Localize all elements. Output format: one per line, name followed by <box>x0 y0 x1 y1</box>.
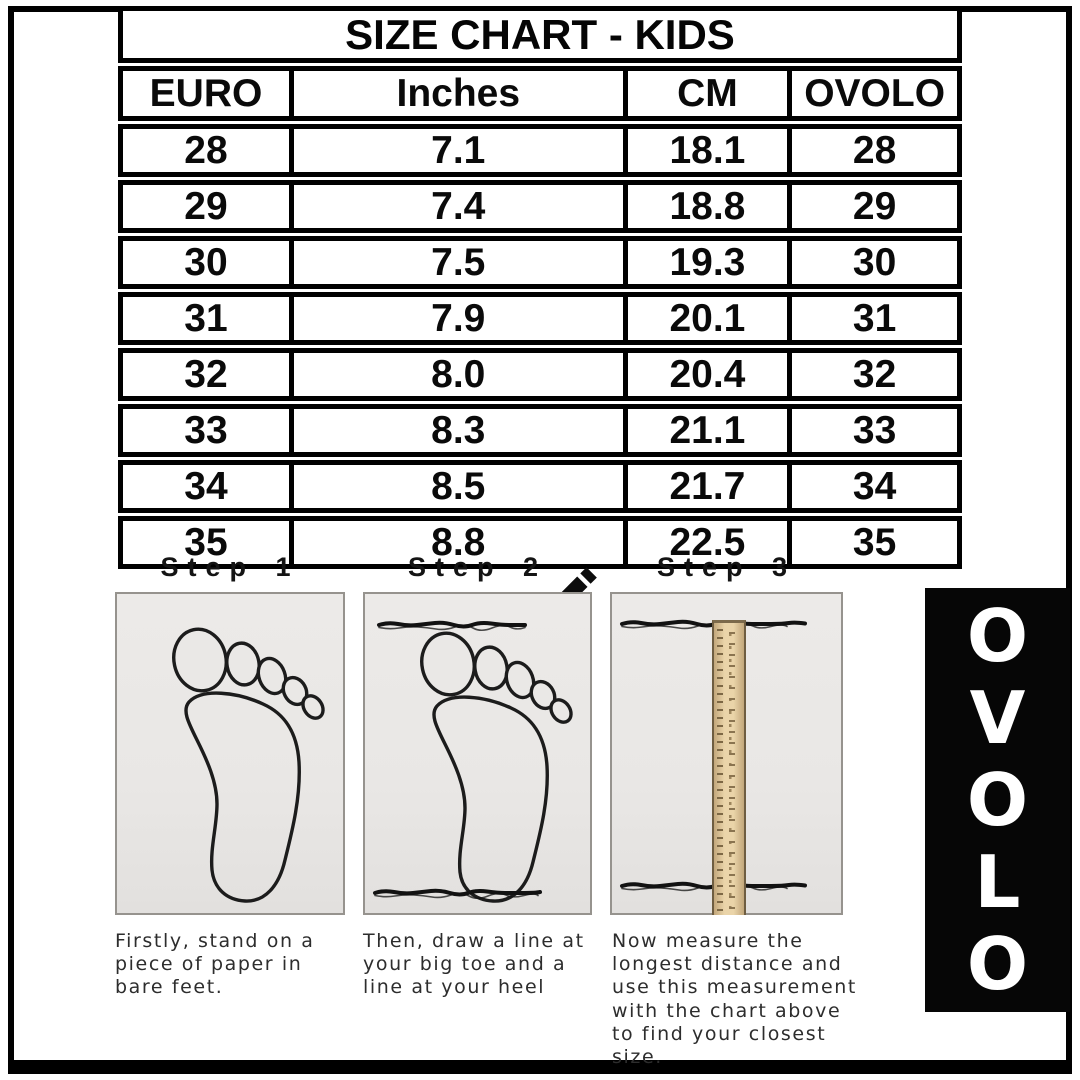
brand-letter: O <box>966 758 1029 842</box>
step-2-panel <box>363 592 592 915</box>
table-cell: 34 <box>123 465 294 508</box>
table-header-row: EURO Inches CM OVOLO <box>118 66 962 121</box>
step-3-label: Step 3 <box>656 552 797 582</box>
table-cell: 18.1 <box>628 129 793 172</box>
brand-letter: L <box>974 840 1021 924</box>
table-cell: 31 <box>123 297 294 340</box>
table-cell: 22.5 <box>628 521 793 564</box>
ruler-graphic <box>712 620 746 915</box>
table-cell: 34 <box>852 464 897 508</box>
column-header-ovolo: OVOLO <box>804 71 946 115</box>
table-cell: 7.5 <box>294 241 628 284</box>
table-cell: 29 <box>123 185 294 228</box>
step-3-panel <box>610 592 843 915</box>
table-cell: 8.5 <box>294 465 628 508</box>
brand-banner-ovolo: O V O L O <box>925 588 1070 1012</box>
column-header-inches: Inches <box>294 71 628 116</box>
table-cell: 28 <box>123 129 294 172</box>
table-cell: 32 <box>852 352 897 396</box>
table-cell: 30 <box>852 240 897 284</box>
brand-letter: O <box>966 922 1029 1006</box>
step-1-panel <box>115 592 345 915</box>
table-row: 31 7.9 20.1 31 <box>118 292 962 345</box>
table-cell: 19.3 <box>628 241 793 284</box>
table-row: 32 8.0 20.4 32 <box>118 348 962 401</box>
table-cell: 21.7 <box>628 465 793 508</box>
table-row: 34 8.5 21.7 34 <box>118 460 962 513</box>
table-cell: 7.1 <box>294 129 628 172</box>
brand-letter: O <box>966 594 1029 678</box>
table-cell: 20.4 <box>628 353 793 396</box>
table-cell: 8.8 <box>294 521 628 564</box>
brand-letter: V <box>969 676 1026 760</box>
table-row: 33 8.3 21.1 33 <box>118 404 962 457</box>
foot-outline-with-lines <box>373 620 573 903</box>
step-3-caption: Now measure the longest distance and use… <box>612 930 857 1068</box>
table-cell: 32 <box>123 353 294 396</box>
table-cell: 28 <box>852 128 897 172</box>
table-cell: 35 <box>123 521 294 564</box>
table-row: 29 7.4 18.8 29 <box>118 180 962 233</box>
column-header-euro: EURO <box>123 71 294 116</box>
table-cell: 7.4 <box>294 185 628 228</box>
table-cell: 33 <box>123 409 294 452</box>
table-row: 30 7.5 19.3 30 <box>118 236 962 289</box>
table-cell: 33 <box>852 408 897 452</box>
table-cell: 20.1 <box>628 297 793 340</box>
step-2-caption: Then, draw a line at your big toe and a … <box>363 930 585 999</box>
table-row: 35 8.8 22.5 35 <box>118 516 962 569</box>
step-1-caption: Firstly, stand on a piece of paper in ba… <box>115 930 315 999</box>
table-cell: 8.0 <box>294 353 628 396</box>
table-cell: 18.8 <box>628 185 793 228</box>
table-title: SIZE CHART - KIDS <box>118 6 962 63</box>
table-cell: 21.1 <box>628 409 793 452</box>
heel-line <box>373 888 542 900</box>
table-cell: 7.9 <box>294 297 628 340</box>
step-1-label: Step 1 <box>160 552 300 582</box>
column-header-cm: CM <box>628 71 793 116</box>
table-row: 28 7.1 18.1 28 <box>118 124 962 177</box>
table-cell: 30 <box>123 241 294 284</box>
table-cell: 35 <box>852 520 897 564</box>
table-cell: 8.3 <box>294 409 628 452</box>
table-cell: 29 <box>852 184 897 228</box>
toe-line <box>377 620 527 632</box>
table-cell: 31 <box>852 296 897 340</box>
size-chart-table: SIZE CHART - KIDS EURO Inches CM OVOLO 2… <box>118 6 962 572</box>
step-2-label: Step 2 <box>407 552 548 582</box>
foot-outline-icon <box>172 627 325 903</box>
